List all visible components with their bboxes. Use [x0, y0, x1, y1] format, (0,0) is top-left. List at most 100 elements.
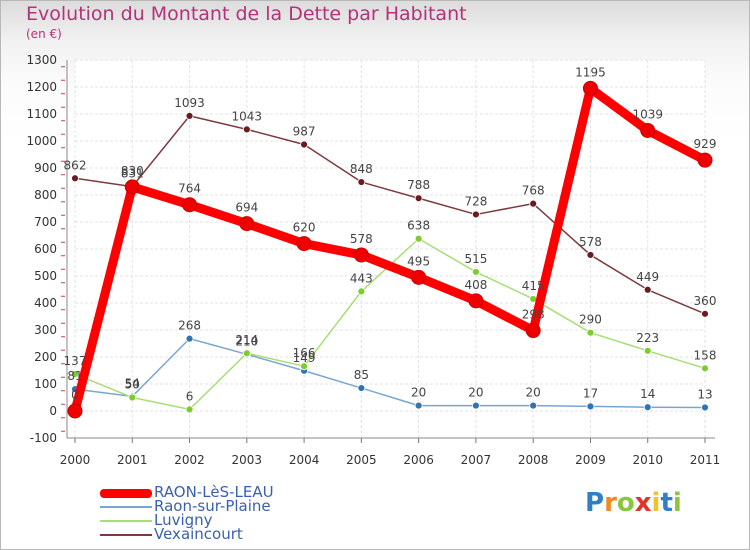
data-point [414, 194, 423, 203]
data-label: 578 [350, 232, 373, 246]
y-tick-label: 800 [34, 188, 57, 202]
y-tick-label: 700 [34, 215, 57, 229]
legend-item: Vexaincourt [100, 525, 360, 543]
x-tick-label: 2008 [518, 453, 549, 467]
data-label: 20 [526, 386, 541, 400]
x-tick-label: 2002 [174, 453, 205, 467]
logo-letter: t [660, 488, 673, 518]
logo-letter: o [616, 488, 635, 518]
data-point [242, 349, 251, 358]
data-label: 166 [293, 346, 316, 360]
logo-letter: P [585, 488, 605, 518]
data-point [296, 236, 312, 252]
y-tick-label: 400 [34, 296, 57, 310]
data-point [182, 197, 198, 213]
legend-swatch [100, 506, 152, 508]
data-label: 137 [64, 354, 87, 368]
data-point [697, 152, 713, 168]
data-label: 0 [71, 388, 79, 402]
y-tick-label: 100 [34, 377, 57, 391]
x-tick-label: 2009 [575, 453, 606, 467]
data-label: 788 [407, 178, 430, 192]
data-point [643, 285, 652, 294]
data-label: 1195 [575, 65, 606, 79]
data-label: 620 [293, 221, 316, 235]
logo-letter: i [672, 488, 682, 518]
data-point [124, 179, 140, 195]
data-label: 158 [694, 348, 717, 362]
data-point [586, 251, 595, 259]
data-point [185, 405, 194, 414]
data-point [71, 174, 79, 183]
y-tick-label: 500 [34, 269, 57, 283]
x-tick-label: 2007 [461, 453, 492, 467]
data-label: 149 [293, 351, 316, 365]
chart-subtitle: (en €) [26, 27, 62, 41]
data-point [701, 364, 709, 373]
data-point [357, 287, 366, 296]
series-line-raon-l-s-leau [70, 83, 710, 416]
data-point [701, 309, 709, 318]
data-point [353, 247, 369, 263]
grid [74, 59, 706, 439]
data-label: 862 [64, 158, 87, 172]
data-label: 1039 [632, 107, 663, 121]
data-point [640, 122, 656, 138]
data-point [128, 393, 137, 402]
data-point [67, 403, 83, 419]
data-label: 214 [235, 333, 258, 347]
x-tick-label: 2003 [232, 453, 263, 467]
x-tick-label: 2006 [403, 453, 434, 467]
logo-letter: x [634, 488, 652, 518]
data-label: 50 [125, 378, 140, 392]
data-label: 449 [636, 270, 659, 284]
y-tick-label: 0 [49, 404, 57, 418]
data-label: 223 [636, 331, 659, 345]
data-label: 14 [640, 387, 655, 401]
data-point [414, 401, 423, 410]
data-label: 768 [522, 184, 545, 198]
y-tick-label: 300 [34, 323, 57, 337]
x-tick-label: 2011 [690, 453, 721, 467]
data-label: 495 [407, 254, 430, 268]
logo-letter: r [604, 488, 617, 518]
legend-swatch [100, 488, 152, 498]
legend-label: Luvigny [154, 511, 213, 529]
data-point [586, 328, 595, 337]
data-label: 515 [464, 252, 487, 266]
data-label: 831 [121, 167, 144, 181]
data-point [701, 403, 709, 412]
data-point [185, 111, 194, 120]
data-label: 415 [522, 279, 545, 293]
data-label: 408 [464, 278, 487, 292]
data-label: 210 [235, 334, 258, 348]
data-point [239, 216, 255, 232]
series-line-raon-sur-plaine [74, 337, 706, 409]
data-point [185, 334, 194, 343]
data-point [242, 125, 251, 134]
legend-label: Vexaincourt [154, 525, 243, 543]
data-point [586, 402, 595, 411]
y-tick-label: 900 [34, 161, 57, 175]
data-label: 1093 [174, 96, 205, 110]
data-label: 764 [178, 182, 201, 196]
data-label: 848 [350, 162, 373, 176]
y-tick-label: -100 [30, 431, 57, 445]
chart-title: Evolution du Montant de la Dette par Hab… [26, 3, 467, 25]
data-point [414, 234, 423, 243]
axes: -100010020030040050060070080090010001100… [26, 53, 720, 467]
data-point [357, 178, 366, 186]
data-label: 987 [293, 125, 316, 139]
data-label: 20 [468, 386, 483, 400]
legend-swatch [100, 520, 152, 522]
data-label: 85 [354, 368, 369, 382]
data-point [71, 370, 79, 378]
legend-label: RAON-LèS-LEAU [154, 483, 274, 501]
data-label: 360 [694, 294, 717, 308]
data-point [300, 362, 308, 371]
data-point [643, 403, 652, 412]
data-label: 6 [186, 389, 194, 403]
data-label: 20 [411, 386, 426, 400]
x-tick-label: 2004 [289, 453, 320, 467]
